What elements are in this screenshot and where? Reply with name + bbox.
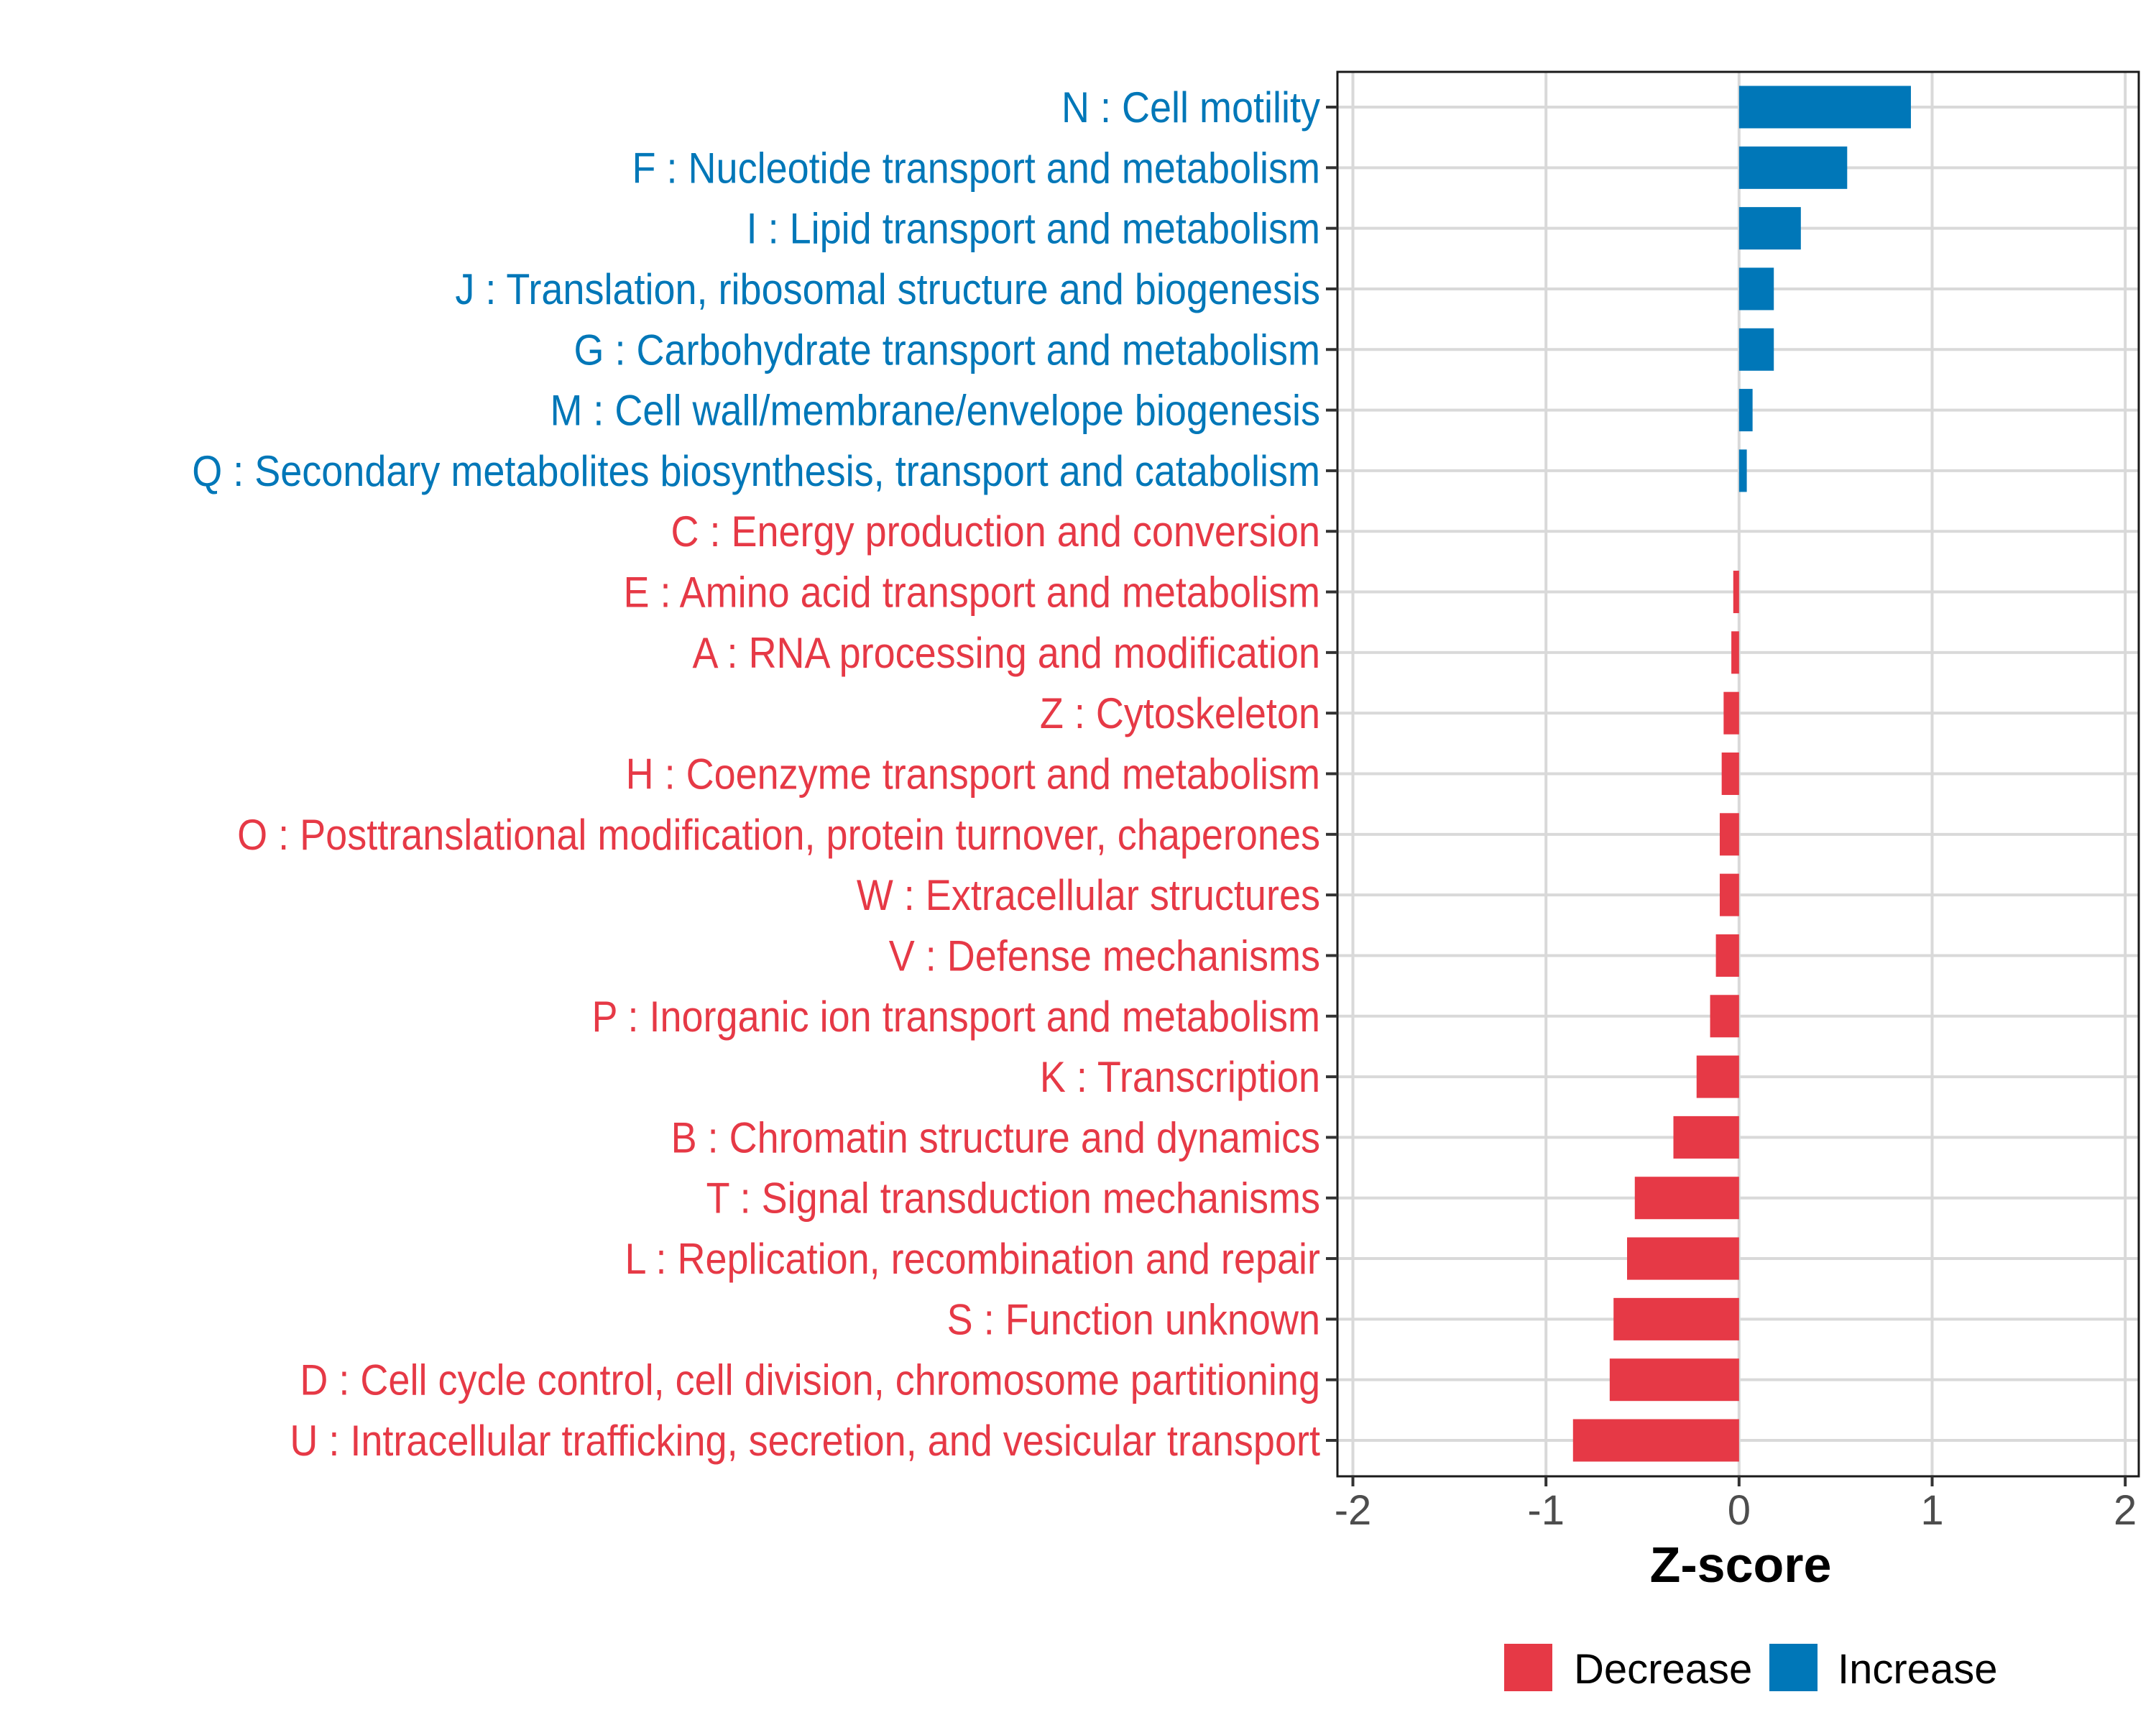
bars: [1572, 86, 1911, 1462]
category-label: I : Lipid transport and metabolism: [747, 205, 1320, 253]
x-axis-title: Z-score: [1650, 1537, 1832, 1593]
category-label: S : Function unknown: [947, 1295, 1320, 1343]
legend-swatch-decrease: [1504, 1644, 1552, 1691]
category-label: P : Inorganic ion transport and metaboli…: [591, 993, 1320, 1041]
category-label: L : Replication, recombination and repai…: [625, 1235, 1320, 1283]
x-tick-label: -2: [1335, 1487, 1372, 1534]
bar: [1609, 1358, 1739, 1402]
bar: [1673, 1116, 1739, 1159]
bar: [1721, 752, 1739, 796]
category-label: K : Transcription: [1040, 1053, 1320, 1101]
legend-label-decrease: Decrease: [1574, 1646, 1752, 1693]
category-label: C : Energy production and conversion: [671, 507, 1320, 556]
x-axis-ticks: -2 -1 0 1 2: [1335, 1476, 2137, 1534]
y-axis-category-labels: N : Cell motility F : Nucleotide transpor…: [192, 83, 1320, 1465]
category-label: D : Cell cycle control, cell division, c…: [300, 1356, 1320, 1404]
category-label: N : Cell motility: [1061, 83, 1320, 132]
category-label: B : Chromatin structure and dynamics: [671, 1113, 1320, 1162]
category-label: V : Defense mechanisms: [889, 932, 1320, 980]
category-label: W : Extracellular structures: [857, 871, 1320, 919]
bar: [1572, 1419, 1739, 1462]
legend: Decrease Increase: [1504, 1644, 1997, 1693]
bar: [1731, 631, 1739, 674]
x-tick-label: 1: [1920, 1487, 1943, 1534]
x-tick-label: 0: [1728, 1487, 1751, 1534]
category-label: U : Intracellular trafficking, secretion…: [290, 1417, 1320, 1465]
category-label: Q : Secondary metabolites biosynthesis, …: [192, 447, 1320, 495]
category-label: A : RNA processing and modification: [693, 629, 1320, 677]
category-label: E : Amino acid transport and metabolism: [624, 569, 1320, 617]
y-axis-ticks: [1326, 106, 1337, 1442]
category-label: T : Signal transduction mechanisms: [706, 1174, 1320, 1223]
bar: [1738, 449, 1747, 492]
bar: [1738, 328, 1774, 371]
x-tick-label: 2: [2114, 1487, 2137, 1534]
bar: [1738, 86, 1911, 129]
bar: [1627, 1237, 1739, 1280]
bar: [1738, 389, 1753, 432]
legend-label-increase: Increase: [1838, 1646, 1997, 1693]
category-label: G : Carbohydrate transport and metabolis…: [573, 326, 1320, 374]
bar: [1710, 995, 1739, 1038]
bar: [1723, 691, 1739, 735]
category-label: O : Posttranslational modification, prot…: [237, 811, 1320, 859]
bar: [1613, 1297, 1739, 1340]
bar: [1719, 873, 1739, 916]
category-label: F : Nucleotide transport and metabolism: [632, 144, 1320, 192]
bar: [1696, 1055, 1739, 1098]
legend-swatch-increase: [1769, 1644, 1818, 1691]
category-label: H : Coenzyme transport and metabolism: [626, 750, 1320, 799]
bar: [1719, 813, 1739, 856]
bar: [1715, 934, 1739, 977]
x-tick-label: -1: [1527, 1487, 1565, 1534]
category-label: Z : Cytoskeleton: [1040, 689, 1320, 737]
category-label: M : Cell wall/membrane/envelope biogenes…: [550, 387, 1320, 435]
bar: [1738, 146, 1848, 189]
bar: [1733, 571, 1739, 614]
bar: [1634, 1177, 1739, 1220]
bar: [1738, 207, 1801, 250]
category-label: J : Translation, ribosomal structure and…: [455, 265, 1320, 313]
bar: [1738, 267, 1774, 310]
